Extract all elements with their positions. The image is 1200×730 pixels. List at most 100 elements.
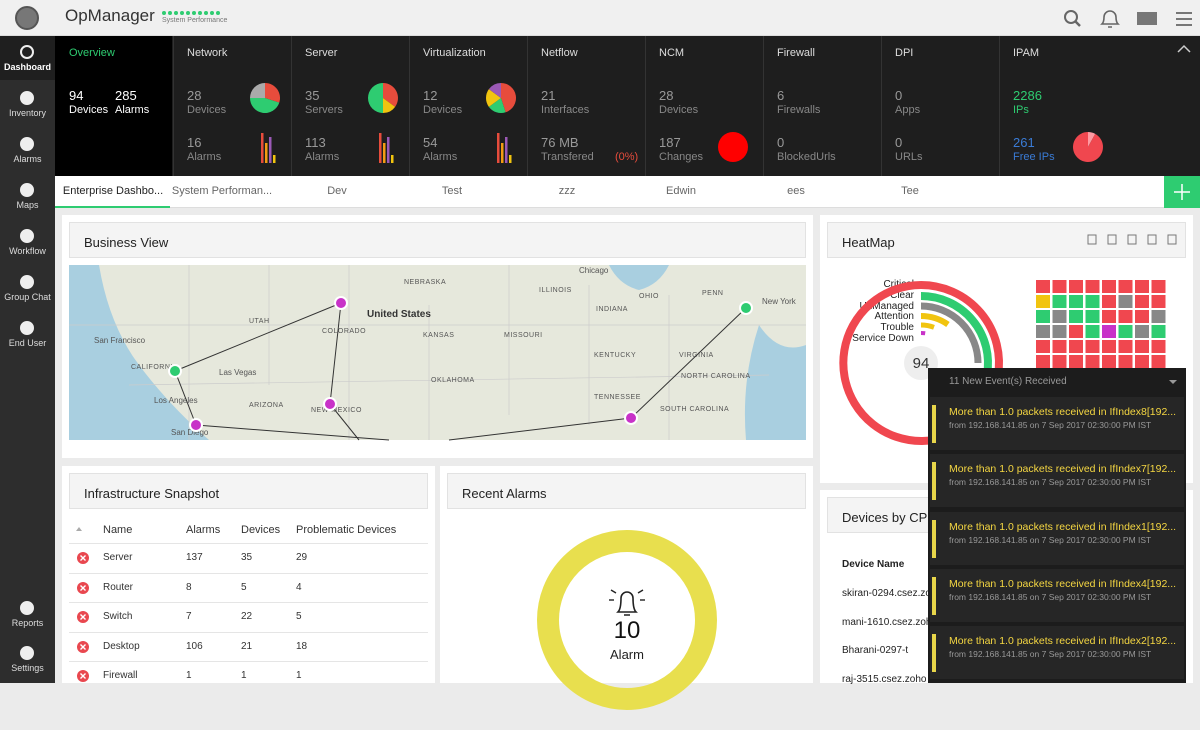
stat-label: Servers [305, 104, 343, 116]
table-header: Problematic Devices [296, 524, 396, 536]
map-label: SOUTH CAROLINA [660, 406, 729, 413]
nav-item[interactable]: End User [0, 338, 55, 348]
stat-value: 0 [895, 135, 902, 150]
gauge-arc [921, 325, 934, 327]
map-label: New York [762, 297, 797, 306]
bar-icon [379, 133, 382, 163]
heatmap-cell [1135, 340, 1149, 353]
tile-title[interactable]: Network [187, 47, 227, 59]
heatmap-cell [1053, 355, 1067, 368]
event-source: from 192.168.141.85 on 7 Sep 2017 02:30:… [949, 477, 1151, 487]
status-icon [76, 669, 90, 683]
tool-icon [1128, 235, 1136, 244]
stat-label: Firewalls [777, 104, 820, 116]
stat-label: Free IPs [1013, 151, 1055, 163]
ncm-indicator [718, 132, 748, 162]
pie-slice [1073, 132, 1103, 162]
heatmap-cell [1152, 280, 1166, 293]
map-label: NORTH CAROLINA [681, 373, 751, 380]
tile-title[interactable]: Overview [69, 47, 115, 59]
tool-icon [1108, 235, 1116, 244]
tab[interactable]: Enterprise Dashbo... [53, 185, 173, 197]
tile-title[interactable]: DPI [895, 47, 913, 59]
panel-header: Recent Alarms [447, 473, 806, 509]
tile-divider [291, 36, 292, 176]
tile-title[interactable]: Server [305, 47, 337, 59]
row-divider [69, 602, 428, 603]
heatmap-cell [1069, 340, 1083, 353]
heatmap-cell [1036, 340, 1050, 353]
bell-ray [611, 590, 616, 593]
stat-label: Interfaces [541, 104, 589, 116]
table-cell: Server [103, 552, 132, 563]
table-cell: 18 [296, 641, 307, 652]
tile-title[interactable]: Netflow [541, 47, 578, 59]
heatmap-cell [1036, 355, 1050, 368]
nav-item[interactable]: Maps [0, 200, 55, 210]
stat-label: Apps [895, 104, 920, 116]
tile-title[interactable]: NCM [659, 47, 684, 59]
table-cell: 137 [186, 552, 203, 563]
tab[interactable]: Tee [850, 185, 970, 197]
heatmap-grid [1036, 280, 1168, 370]
tab[interactable]: Edwin [621, 185, 741, 197]
row-divider [69, 543, 428, 544]
heatmap-cell [1086, 325, 1100, 338]
heatmap-cell [1053, 325, 1067, 338]
heatmap-cell [1053, 295, 1067, 308]
tab[interactable]: ees [736, 185, 856, 197]
table-cell: Router [103, 582, 133, 593]
tab[interactable]: System Performan... [162, 185, 282, 197]
map-label: San Francisco [94, 336, 146, 345]
tile-title[interactable]: IPAM [1013, 47, 1039, 59]
stat-label: Devices [659, 104, 698, 116]
tab[interactable]: Dev [277, 185, 397, 197]
heatmap-cell [1119, 355, 1133, 368]
nav-item[interactable]: Workflow [0, 246, 55, 256]
heatmap-cell [1036, 280, 1050, 293]
nav-item[interactable]: Reports [0, 618, 55, 628]
sort-arrow [76, 527, 82, 531]
nav-item[interactable]: Group Chat [0, 292, 55, 302]
active-tab-underline [55, 206, 170, 208]
row-divider [69, 632, 428, 633]
nav-icon [19, 182, 35, 198]
heatmap-cell [1069, 280, 1083, 293]
tile-title[interactable]: Virtualization [423, 47, 486, 59]
table-cell: Switch [103, 611, 132, 622]
bar-icon [387, 137, 390, 163]
plus-icon [1164, 176, 1200, 208]
heatmap-cell [1102, 355, 1116, 368]
heatmap-cell [1119, 295, 1133, 308]
stat-value: 0 [777, 135, 784, 150]
tile-divider [645, 36, 646, 176]
heatmap-cell [1036, 310, 1050, 323]
tile-title[interactable]: Firewall [777, 47, 815, 59]
heatmap-cell [1069, 310, 1083, 323]
tile-divider [763, 36, 764, 176]
map-label: Chicago [579, 266, 609, 275]
tile-divider [409, 36, 410, 176]
map-label: UTAH [249, 318, 270, 325]
event-source: from 192.168.141.85 on 7 Sep 2017 02:30:… [949, 592, 1151, 602]
heatmap-cell [1135, 355, 1149, 368]
stat-value: 113 [305, 135, 326, 150]
table-cell: Firewall [103, 670, 137, 681]
nav-item[interactable]: Settings [0, 663, 55, 673]
table-cell: 1 [186, 670, 192, 681]
map-label: INDIANA [596, 306, 628, 313]
nav-icon-shape [21, 184, 33, 196]
alarm-label: Alarm [577, 647, 677, 662]
event-message: More than 1.0 packets received in IfInde… [949, 635, 1176, 647]
event-source: from 192.168.141.85 on 7 Sep 2017 02:30:… [949, 535, 1151, 545]
map-node [190, 419, 202, 431]
tab[interactable]: zzz [507, 185, 627, 197]
map-label: OHIO [639, 293, 659, 300]
add-tab-button[interactable] [1164, 176, 1200, 208]
map-label: United States [367, 309, 431, 320]
table-cell: 4 [296, 582, 302, 593]
tab[interactable]: Test [392, 185, 512, 197]
status-icon [76, 551, 90, 565]
status-icon [76, 640, 90, 654]
nav-icon-shape [21, 647, 33, 659]
